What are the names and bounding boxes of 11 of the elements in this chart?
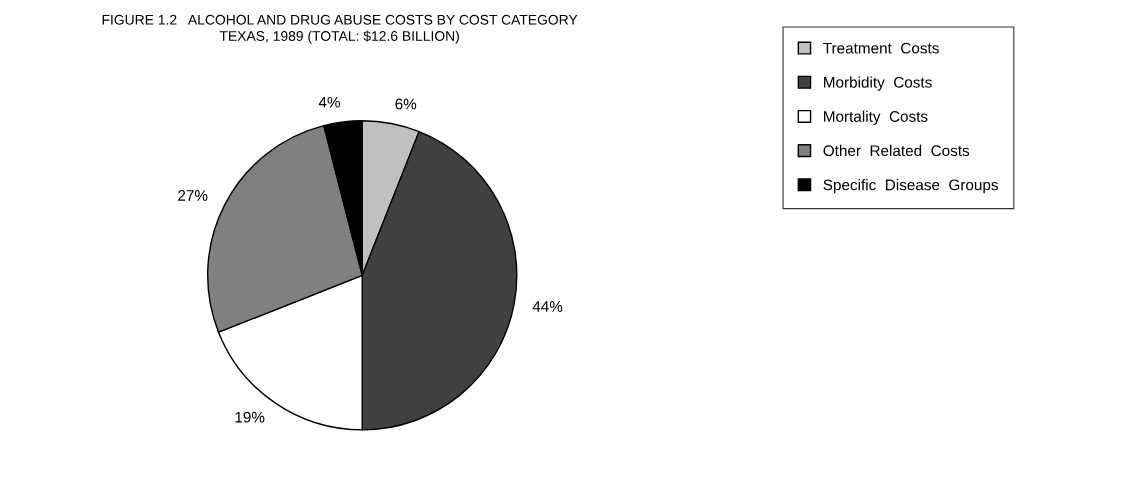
data-label: 4% xyxy=(318,96,340,108)
data-label: 44% xyxy=(532,301,563,312)
legend-label: Morbidity Costs xyxy=(824,76,932,91)
chart-title: FIGURE 1.2 ALCOHOL AND DRUG ABUSE COSTS BY COST CATEGORY TEXAS, 1989 (TOTAL: $12.6 BILLION) xyxy=(102,14,578,44)
legend-label: Specific Disease Groups xyxy=(823,179,998,194)
legend-label: Other Related Costs xyxy=(823,144,970,157)
legend-label: Treatment Costs xyxy=(823,42,939,54)
data-label: 19% xyxy=(235,411,265,423)
legend-label: Mortality Costs xyxy=(824,110,928,125)
data-label: 6% xyxy=(395,98,417,110)
data-label: 27% xyxy=(178,190,208,201)
